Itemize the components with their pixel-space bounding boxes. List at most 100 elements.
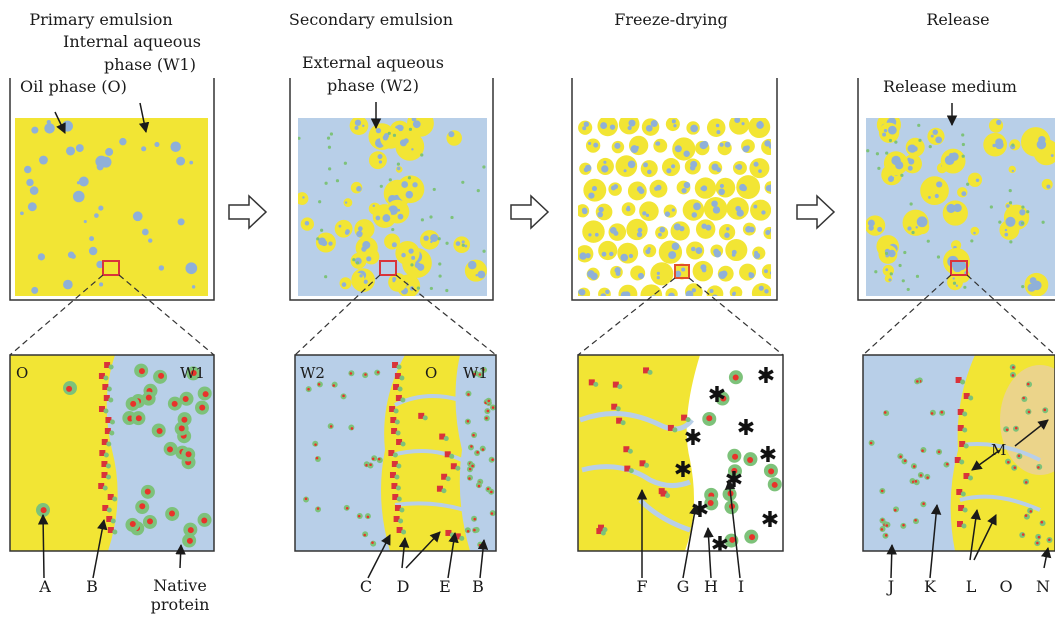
- interface-protein: [391, 428, 398, 434]
- protein-dot: [875, 152, 880, 156]
- protein-core: [884, 534, 888, 537]
- interface-shell: [103, 452, 109, 458]
- oil-globule: [446, 130, 462, 146]
- letter-d: D: [397, 577, 410, 596]
- aqueous-droplet: [75, 144, 84, 153]
- protein-core: [316, 507, 320, 510]
- zoom-secondary: W2 O W1: [294, 354, 497, 552]
- inner-droplet: [734, 118, 741, 124]
- protein-core: [314, 443, 317, 446]
- interface-shell: [103, 408, 109, 414]
- inner-droplet: [426, 116, 428, 118]
- oil-globule: [1009, 139, 1021, 151]
- protein-dot: [461, 180, 465, 184]
- dried-microsphere: [617, 242, 639, 264]
- inner-droplet: [651, 295, 656, 296]
- inner-droplet: [691, 212, 698, 218]
- inner-droplet: [623, 291, 631, 296]
- protein-core: [185, 451, 192, 458]
- inner-droplet: [712, 294, 718, 296]
- protein-core: [478, 373, 482, 376]
- protein-core: [199, 404, 206, 411]
- inner-droplet: [384, 137, 387, 141]
- asterisk-icon: ✱: [674, 458, 692, 483]
- protein-dot: [926, 239, 930, 243]
- inner-droplet: [397, 208, 401, 212]
- inner-droplet: [475, 274, 478, 277]
- aqueous-droplet: [88, 246, 98, 256]
- interface-protein: [98, 406, 105, 412]
- inner-droplet: [907, 165, 913, 171]
- inner-droplet: [397, 124, 404, 132]
- interface-shell: [106, 507, 112, 513]
- protein-core: [880, 489, 884, 493]
- inner-droplet: [581, 207, 588, 213]
- protein-core: [317, 383, 321, 386]
- inner-droplet: [392, 279, 396, 283]
- interface-shell: [962, 507, 968, 513]
- inner-droplet: [915, 226, 918, 229]
- inner-droplet: [700, 186, 704, 191]
- protein-core: [1048, 538, 1051, 542]
- protein-core: [66, 385, 73, 392]
- inner-droplet: [732, 291, 736, 295]
- inner-droplet: [1038, 136, 1046, 144]
- inner-droplet: [936, 181, 943, 188]
- protein-core: [921, 449, 924, 452]
- inner-droplet: [610, 185, 616, 191]
- interface-shell: [393, 408, 399, 414]
- protein-dot: [429, 215, 433, 219]
- interface-shell: [443, 436, 449, 442]
- protein-core: [486, 487, 490, 491]
- inner-droplet: [605, 289, 610, 295]
- interface-protein: [612, 381, 619, 388]
- aqueous-droplet: [119, 137, 127, 146]
- inner-droplet: [375, 215, 381, 221]
- inner-droplet: [724, 141, 731, 148]
- protein-core: [181, 416, 188, 423]
- protein-core: [342, 394, 345, 398]
- protein-dot: [1008, 189, 1012, 193]
- protein-core: [467, 393, 470, 396]
- interface-protein: [101, 461, 108, 467]
- interface-protein: [388, 450, 395, 456]
- asterisk-icon: ✱: [761, 508, 779, 533]
- asterisk-icon: ✱: [725, 468, 743, 493]
- panel-title-secondary: Secondary emulsion: [289, 10, 453, 29]
- inner-droplet: [877, 226, 883, 232]
- inner-droplet: [695, 247, 703, 254]
- inner-droplet: [885, 268, 889, 272]
- protein-dot: [326, 136, 331, 140]
- protein-dot: [970, 239, 974, 243]
- interface-shell: [962, 427, 968, 433]
- oil-globule: [368, 151, 387, 170]
- interface-shell: [112, 496, 118, 502]
- protein-core: [919, 474, 923, 477]
- inner-droplet: [362, 124, 365, 128]
- asterisk-icon: ✱: [684, 426, 702, 451]
- protein-core: [768, 468, 775, 475]
- protein-dot: [928, 144, 932, 149]
- protein-core: [731, 467, 738, 474]
- protein-dot: [911, 230, 915, 235]
- inner-droplet: [636, 186, 643, 193]
- protein-dot: [884, 251, 889, 256]
- oil-globule: [967, 172, 983, 187]
- inner-droplet: [600, 293, 607, 296]
- interface-shell: [967, 475, 973, 481]
- inner-droplet: [382, 214, 391, 223]
- dried-microsphere: [595, 203, 613, 221]
- letter-h: H: [704, 577, 718, 596]
- protein-core: [946, 462, 949, 466]
- zoom-region-marker: [674, 264, 690, 279]
- interface-shell: [394, 474, 400, 480]
- inner-droplet: [375, 128, 382, 134]
- inner-droplet: [764, 289, 769, 294]
- interface-protein: [954, 457, 961, 463]
- microspheres: [866, 118, 1055, 296]
- zoom-region-marker: [102, 260, 120, 276]
- interface-protein: [958, 505, 965, 511]
- inner-droplet: [888, 278, 892, 282]
- interface-shell: [396, 463, 402, 469]
- protein-dot: [866, 149, 870, 153]
